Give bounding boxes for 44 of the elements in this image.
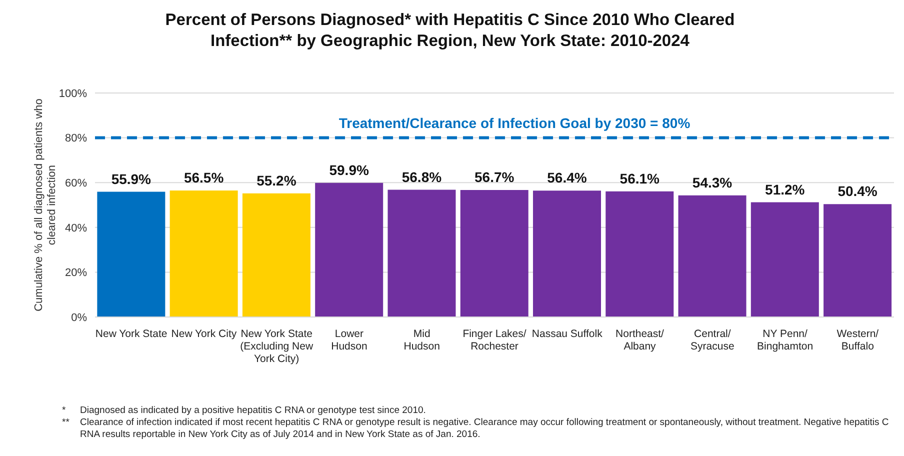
y-tick-label: 0%: [71, 312, 88, 324]
data-label: 56.8%: [402, 168, 442, 185]
chart-title: Percent of Persons Diagnosed* with Hepatitis C Since 2010 Who Cleared Infection** by Geographic Region, New York State: 2010-2024: [164, 10, 736, 52]
bar: [460, 190, 528, 317]
x-tick-label: Lower Hudson: [331, 328, 368, 352]
bar: [532, 190, 601, 317]
data-label: 56.4%: [547, 170, 588, 186]
bar: [170, 190, 238, 317]
x-tick-label: Mid Hudson: [404, 328, 440, 352]
data-label: 56.5%: [184, 169, 224, 186]
bar: [242, 193, 310, 317]
y-tick-label: 100%: [58, 88, 88, 100]
y-tick-label: 40%: [64, 222, 88, 234]
x-tick-label: Western/ Buffalo: [836, 328, 879, 352]
x-tick-label: NY Penn/ Binghamton: [757, 328, 814, 352]
text: * Diagnosed as indicated by a positive hepatitis C RNA or genotype test since 2010.: [62, 405, 426, 416]
bar: [97, 192, 166, 317]
data-label: 55.2%: [256, 172, 297, 188]
bar: [315, 182, 384, 317]
data-label: 50.4%: [838, 183, 878, 200]
x-tick-label: Northeast/ Albany: [616, 328, 664, 352]
bar: [750, 202, 819, 317]
text: ** Clearance of infection indicated if most recent hepatitis C RNA or genotype result is negative. Clearance may occur following treatment or spontaneously, without treatment. Negative hepatitis C RNA results reportable in New York City as of July 2014 and in New York State as of Jan. 2016.: [62, 417, 890, 441]
bar: [388, 190, 456, 317]
data-label: 51.2%: [765, 181, 806, 198]
y-tick-label: 60%: [64, 178, 88, 190]
x-tick-label: Finger Lakes/ Rochester: [462, 328, 526, 352]
bar: [824, 204, 892, 317]
data-label: 56.1%: [620, 170, 660, 186]
y-axis-title: Cumulative % of all diagnosed patients who cleared infection: [33, 98, 58, 312]
x-tick-label: Central/ Syracuse: [690, 328, 734, 352]
ref-line-label: Treatment/Clearance of Infection Goal by 2030 = 80%: [338, 114, 691, 131]
data-label: 54.3%: [692, 174, 733, 190]
x-tick-label: New York State: [95, 328, 168, 340]
data-label: 56.7%: [474, 168, 515, 185]
y-tick-label: 80%: [64, 132, 88, 145]
x-tick-label: New York City: [171, 328, 238, 340]
data-label: 55.9%: [111, 170, 152, 187]
bar: [678, 195, 746, 317]
x-tick-label: New York State (Excluding New York City): [240, 328, 314, 365]
x-tick-label: Nassau Suffolk: [532, 328, 604, 340]
y-tick-label: 20%: [64, 267, 88, 280]
bar: [606, 191, 674, 317]
data-label: 59.9%: [329, 162, 370, 178]
